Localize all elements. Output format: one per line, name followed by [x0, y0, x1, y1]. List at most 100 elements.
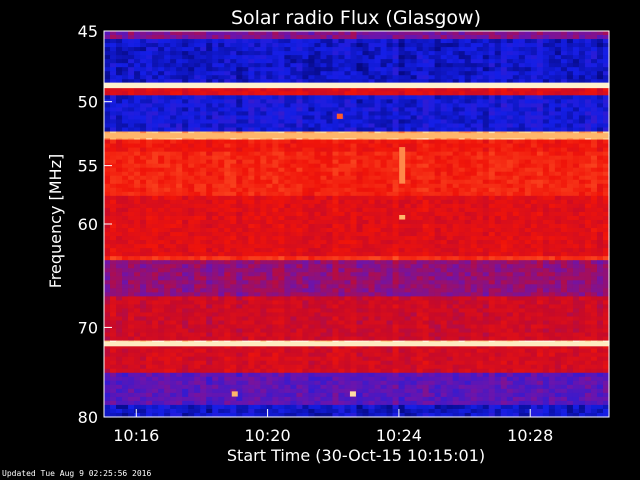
spectrogram-cell	[134, 119, 141, 125]
spectrogram-cell	[554, 115, 562, 121]
spectrogram-cell	[584, 183, 592, 189]
spectrogram-cell	[500, 191, 508, 197]
spectrogram-cell	[170, 240, 177, 245]
spectrogram-cell	[260, 59, 267, 64]
spectrogram-cell	[122, 179, 129, 185]
spectrogram-cell	[374, 111, 382, 117]
spectrogram-cell	[230, 63, 237, 68]
spectrogram-cell	[446, 244, 454, 249]
spectrogram-cell	[284, 95, 291, 100]
spectrogram-cell	[440, 219, 448, 225]
spectrogram-cell	[404, 195, 412, 201]
spectrogram-cell	[500, 51, 508, 56]
spectrogram-cell	[218, 67, 225, 72]
spectrogram-cell	[170, 228, 177, 233]
spectrogram-cell	[182, 207, 189, 213]
spectrogram-cell	[326, 47, 334, 52]
spectrogram-cell	[158, 79, 165, 84]
spectrogram-cell	[500, 35, 508, 40]
spectrogram-cell	[440, 224, 448, 229]
spectrogram-cell	[248, 75, 255, 80]
spectrogram-cell	[512, 115, 520, 121]
spectrogram-cell	[230, 111, 237, 117]
spectrogram-cell	[452, 151, 460, 157]
spectrogram-cell	[572, 51, 580, 56]
spectrogram-cell	[506, 256, 514, 261]
spectrogram-cell	[386, 63, 394, 68]
spectrogram-cell	[122, 55, 129, 60]
spectrogram-cell	[404, 103, 412, 108]
spectrogram-cell	[128, 95, 135, 100]
spectrogram-cell	[176, 147, 183, 153]
spectrogram-cell	[140, 63, 147, 68]
spectrogram-cell	[236, 71, 243, 76]
spectrogram-cell	[452, 51, 460, 56]
spectrogram-cell	[578, 187, 586, 193]
spectrogram-cell	[422, 264, 430, 269]
spectrogram-cell	[596, 71, 604, 76]
spectrogram-cell	[308, 236, 316, 241]
spectrogram-cell	[182, 103, 189, 108]
spectrogram-cell	[212, 71, 219, 76]
spectrogram-cell	[284, 244, 291, 249]
spectrogram-cell	[344, 252, 352, 257]
spectrogram-cell	[278, 143, 285, 149]
spectrogram-cell	[158, 244, 165, 249]
spectrogram-cell	[134, 240, 141, 245]
spectrogram-cell	[284, 151, 291, 157]
spectrogram-cell	[182, 35, 189, 40]
spectrogram-cell	[302, 47, 309, 52]
spectrogram-cell	[518, 95, 526, 100]
spectrogram-cell	[368, 63, 376, 68]
spectrogram-cell	[422, 67, 430, 72]
spectrogram-cell	[272, 256, 279, 261]
spectrogram-cell	[134, 87, 141, 92]
spectrogram-cell	[536, 199, 544, 205]
spectrogram-cell	[590, 236, 598, 241]
spectrogram-cell	[206, 219, 213, 225]
spectrogram-cell	[272, 163, 279, 169]
spectrogram-cell	[230, 147, 237, 153]
spectrogram-cell	[152, 224, 159, 229]
spectrogram-cell	[572, 55, 580, 60]
spectrogram-cell	[200, 87, 207, 92]
spectrogram-cell	[176, 260, 183, 265]
spectrogram-cell	[140, 252, 147, 257]
spectrogram-cell	[254, 256, 261, 261]
spectrogram-cell	[134, 147, 141, 153]
spectrogram-cell	[224, 215, 231, 221]
spectrogram-cell	[194, 87, 201, 92]
spectrogram-cell	[158, 143, 165, 149]
spectrogram-cell	[422, 199, 430, 205]
spectrogram-cell	[428, 47, 436, 52]
spectrogram-cell	[494, 203, 502, 209]
spectrogram-cell	[398, 115, 406, 121]
spectrogram-cell	[488, 151, 496, 157]
spectrogram-cell	[446, 240, 454, 245]
spectrogram-cell	[128, 187, 135, 193]
spectrogram-cell	[470, 199, 478, 205]
spectrogram-cell	[374, 215, 382, 221]
spectrogram-cell	[254, 63, 261, 68]
spectrogram-cell	[410, 123, 418, 129]
spectrogram-cell	[188, 115, 195, 121]
spectrogram-cell	[434, 59, 442, 64]
spectrogram-cell	[530, 219, 538, 225]
spectrogram-cell	[560, 219, 568, 225]
spectrogram-cell	[122, 103, 129, 108]
spectrogram-cell	[410, 103, 418, 108]
spectrogram-cell	[386, 87, 394, 92]
spectrogram-cell	[386, 215, 394, 221]
spectrogram-cell	[212, 163, 219, 169]
spectrogram-cell	[572, 79, 580, 84]
spectrogram-cell	[578, 163, 586, 169]
spectrogram-cell	[524, 195, 532, 201]
spectrogram-cell	[194, 139, 201, 145]
spectrogram-cell	[212, 228, 219, 233]
spectrogram-cell	[134, 127, 141, 133]
spectrogram-cell	[164, 63, 171, 68]
spectrogram-cell	[278, 31, 285, 36]
spectrogram-cell	[338, 163, 346, 169]
spectrogram-cell	[368, 59, 376, 64]
spectrogram-cell	[200, 115, 207, 121]
